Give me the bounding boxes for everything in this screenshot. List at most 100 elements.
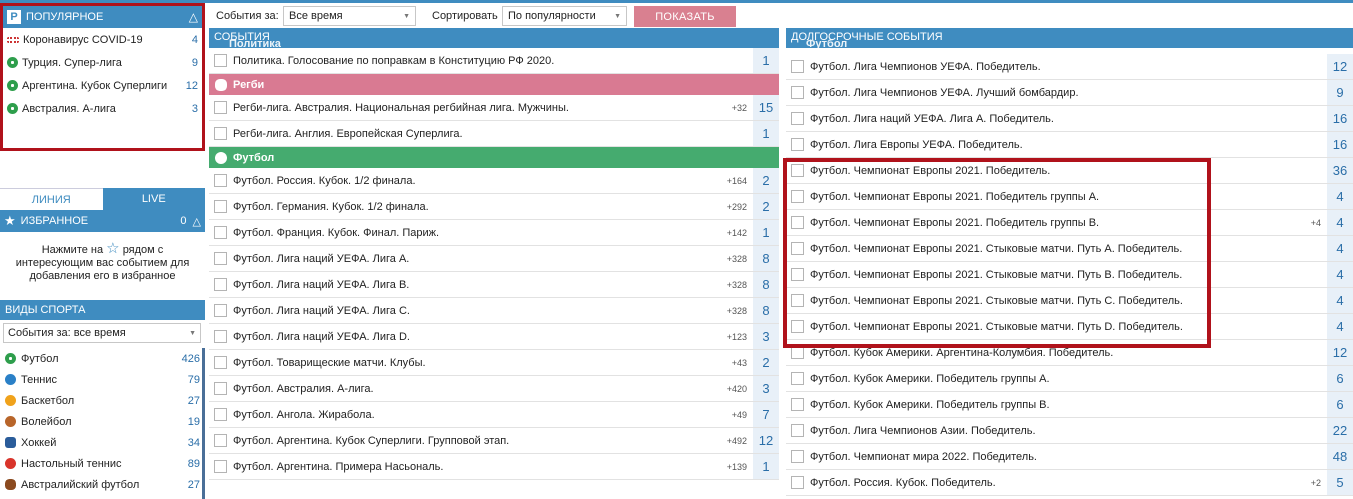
- event-count[interactable]: 12: [1327, 340, 1353, 365]
- tab-line[interactable]: ЛИНИЯ: [0, 188, 103, 210]
- event-count[interactable]: 8: [753, 272, 779, 297]
- event-checkbox[interactable]: [214, 434, 227, 447]
- show-button[interactable]: ПОКАЗАТЬ: [634, 6, 736, 27]
- event-checkbox[interactable]: [214, 382, 227, 395]
- event-checkbox[interactable]: [791, 190, 804, 203]
- event-count[interactable]: 2: [753, 168, 779, 193]
- event-checkbox[interactable]: [791, 242, 804, 255]
- event-name[interactable]: Футбол. Чемпионат Европы 2021. Победител…: [810, 164, 1051, 177]
- event-checkbox[interactable]: [791, 398, 804, 411]
- event-count[interactable]: 12: [753, 428, 779, 453]
- event-checkbox[interactable]: [791, 86, 804, 99]
- event-row[interactable]: Футбол. Аргентина. Примера Насьональ. +13…: [209, 454, 779, 480]
- event-row[interactable]: Футбол. Чемпионат Европы 2021. Стыковые …: [786, 288, 1353, 314]
- event-row[interactable]: Регби-лига. Англия. Европейская Суперлиг…: [209, 121, 779, 147]
- event-row[interactable]: Футбол. Лига наций УЕФА. Лига A. Победит…: [786, 106, 1353, 132]
- event-row[interactable]: Футбол. Лига наций УЕФА. Лига B. +328 8: [209, 272, 779, 298]
- event-count[interactable]: 48: [1327, 444, 1353, 469]
- event-checkbox[interactable]: [214, 252, 227, 265]
- event-extra-markets[interactable]: +139: [726, 461, 747, 472]
- event-count[interactable]: 8: [753, 246, 779, 271]
- event-row[interactable]: Футбол. Лига Европы УЕФА. Победитель. 16: [786, 132, 1353, 158]
- sport-item[interactable]: Баскетбол 27: [0, 390, 205, 411]
- event-checkbox[interactable]: [214, 54, 227, 67]
- event-name[interactable]: Футбол. Аргентина. Кубок Суперлиги. Груп…: [233, 434, 510, 447]
- event-count[interactable]: 4: [1327, 288, 1353, 313]
- event-checkbox[interactable]: [791, 138, 804, 151]
- event-count[interactable]: 5: [1327, 470, 1353, 495]
- event-row[interactable]: Футбол. Аргентина. Кубок Суперлиги. Груп…: [209, 428, 779, 454]
- event-name[interactable]: Футбол. Лига наций УЕФА. Лига B.: [233, 278, 410, 291]
- event-name[interactable]: Регби-лига. Англия. Европейская Суперлиг…: [233, 127, 463, 140]
- event-row[interactable]: Футбол. Германия. Кубок. 1/2 финала. +292…: [209, 194, 779, 220]
- event-checkbox[interactable]: [791, 372, 804, 385]
- event-row[interactable]: Футбол. Кубок Америки. Аргентина-Колумби…: [786, 340, 1353, 366]
- event-checkbox[interactable]: [214, 278, 227, 291]
- category-rugby[interactable]: Регби: [209, 74, 779, 95]
- event-name[interactable]: Футбол. Чемпионат Европы 2021. Стыковые …: [810, 320, 1183, 333]
- event-row[interactable]: Футбол. Чемпионат Европы 2021. Стыковые …: [786, 314, 1353, 340]
- event-count[interactable]: 16: [1327, 106, 1353, 131]
- event-count[interactable]: 4: [1327, 210, 1353, 235]
- event-row[interactable]: Футбол. Россия. Кубок. Победитель. +2 5: [786, 470, 1353, 496]
- event-name[interactable]: Футбол. Ангола. Жирабола.: [233, 408, 375, 421]
- event-name[interactable]: Футбол. Россия. Кубок. 1/2 финала.: [233, 174, 416, 187]
- event-count[interactable]: 9: [1327, 80, 1353, 105]
- event-extra-markets[interactable]: +328: [726, 305, 747, 316]
- event-checkbox[interactable]: [214, 174, 227, 187]
- event-extra-markets[interactable]: +142: [726, 227, 747, 238]
- event-count[interactable]: 2: [753, 194, 779, 219]
- event-extra-markets[interactable]: +43: [731, 357, 747, 368]
- event-row[interactable]: Футбол. Австралия. А-лига. +420 3: [209, 376, 779, 402]
- event-extra-markets[interactable]: +328: [726, 279, 747, 290]
- event-extra-markets[interactable]: +49: [731, 409, 747, 420]
- event-row[interactable]: Футбол. Кубок Америки. Победитель группы…: [786, 392, 1353, 418]
- event-name[interactable]: Футбол. Аргентина. Примера Насьональ.: [233, 460, 444, 473]
- event-row[interactable]: Футбол. Лига наций УЕФА. Лига C. +328 8: [209, 298, 779, 324]
- event-count[interactable]: 8: [753, 298, 779, 323]
- event-checkbox[interactable]: [214, 226, 227, 239]
- event-name[interactable]: Футбол. Лига Чемпионов УЕФА. Лучший бомб…: [810, 86, 1079, 99]
- chevron-up-icon[interactable]: △: [188, 10, 198, 24]
- event-count[interactable]: 1: [753, 121, 779, 146]
- event-row[interactable]: Регби-лига. Австралия. Национальная регб…: [209, 95, 779, 121]
- event-checkbox[interactable]: [214, 408, 227, 421]
- event-checkbox[interactable]: [791, 346, 804, 359]
- popular-item[interactable]: Аргентина. Кубок Суперлиги 12: [3, 74, 202, 97]
- popular-item[interactable]: Турция. Супер-лига 9: [3, 51, 202, 74]
- event-name[interactable]: Футбол. Чемпионат Европы 2021. Стыковые …: [810, 268, 1183, 281]
- event-row[interactable]: Футбол. Чемпионат мира 2022. Победитель.…: [786, 444, 1353, 470]
- event-checkbox[interactable]: [791, 112, 804, 125]
- event-count[interactable]: 3: [753, 324, 779, 349]
- event-row[interactable]: Футбол. Чемпионат Европы 2021. Стыковые …: [786, 262, 1353, 288]
- event-row[interactable]: Футбол. Лига Чемпионов Азии. Победитель.…: [786, 418, 1353, 444]
- category-football[interactable]: Футбол: [209, 147, 779, 168]
- event-count[interactable]: 4: [1327, 184, 1353, 209]
- event-count[interactable]: 12: [1327, 54, 1353, 79]
- event-count[interactable]: 2: [753, 350, 779, 375]
- event-name[interactable]: Футбол. Лига наций УЕФА. Лига D.: [233, 330, 410, 343]
- event-name[interactable]: Футбол. Товарищеские матчи. Клубы.: [233, 356, 426, 369]
- event-extra-markets[interactable]: +420: [726, 383, 747, 394]
- event-row[interactable]: Футбол. Лига наций УЕФА. Лига D. +123 3: [209, 324, 779, 350]
- event-row[interactable]: Футбол. Лига Чемпионов УЕФА. Победитель.…: [786, 54, 1353, 80]
- event-count[interactable]: 3: [753, 376, 779, 401]
- event-name[interactable]: Футбол. Лига наций УЕФА. Лига C.: [233, 304, 410, 317]
- event-row[interactable]: Футбол. Кубок Америки. Победитель группы…: [786, 366, 1353, 392]
- event-name[interactable]: Футбол. Кубок Америки. Победитель группы…: [810, 398, 1050, 411]
- event-name[interactable]: Футбол. Франция. Кубок. Финал. Париж.: [233, 226, 440, 239]
- event-checkbox[interactable]: [214, 304, 227, 317]
- event-row[interactable]: Футбол. Ангола. Жирабола. +49 7: [209, 402, 779, 428]
- event-name[interactable]: Футбол. Австралия. А-лига.: [233, 382, 374, 395]
- event-checkbox[interactable]: [791, 294, 804, 307]
- event-checkbox[interactable]: [791, 424, 804, 437]
- event-name[interactable]: Футбол. Германия. Кубок. 1/2 финала.: [233, 200, 429, 213]
- popular-item[interactable]: Австралия. А-лига 3: [3, 97, 202, 120]
- sport-item[interactable]: Волейбол 19: [0, 411, 205, 432]
- event-count[interactable]: 6: [1327, 392, 1353, 417]
- event-row[interactable]: Футбол. Лига наций УЕФА. Лига A. +328 8: [209, 246, 779, 272]
- event-row[interactable]: Футбол. Чемпионат Европы 2021. Победител…: [786, 184, 1353, 210]
- sports-scrollbar[interactable]: [202, 348, 205, 499]
- event-count[interactable]: 4: [1327, 236, 1353, 261]
- event-checkbox[interactable]: [214, 330, 227, 343]
